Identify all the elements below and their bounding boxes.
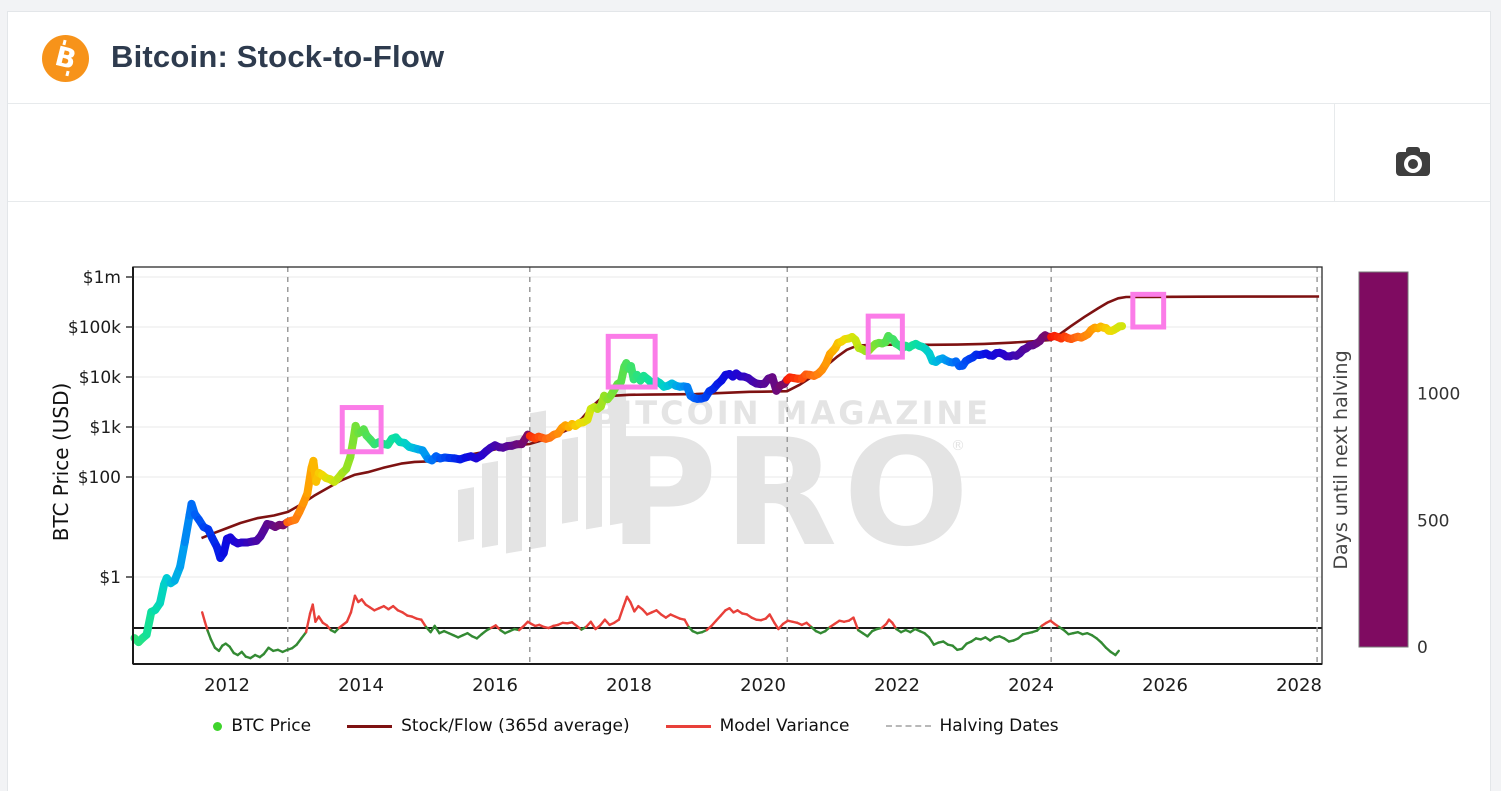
btc-price-dot-marker <box>213 721 223 731</box>
legend-item-halving-dates[interactable]: Halving Dates <box>885 716 1059 736</box>
chart-legend: BTC Price Stock/Flow (365d average) Mode… <box>0 716 1272 736</box>
legend-item-stock-flow[interactable]: Stock/Flow (365d average) <box>347 716 630 736</box>
header: B Bitcoin: Stock-to-Flow <box>8 12 1490 104</box>
camera-icon <box>1396 146 1430 176</box>
halving-dates-dash-marker <box>885 725 931 727</box>
plot-area[interactable] <box>133 267 1322 664</box>
legend-label: BTC Price <box>231 716 312 736</box>
model-variance-line-marker <box>665 724 711 728</box>
bitcoin-b-glyph: B <box>51 40 80 77</box>
legend-label: Stock/Flow (365d average) <box>401 716 630 736</box>
legend-label: Halving Dates <box>939 716 1059 736</box>
stock-flow-line-marker <box>347 724 393 728</box>
toolbar <box>8 104 1490 202</box>
bitcoin-logo-icon: B <box>42 35 89 82</box>
camera-button[interactable] <box>1390 144 1436 182</box>
toolbar-divider <box>1334 104 1335 201</box>
legend-item-btc-price[interactable]: BTC Price <box>213 716 311 736</box>
page-title: Bitcoin: Stock-to-Flow <box>111 39 445 74</box>
legend-item-model-variance[interactable]: Model Variance <box>665 716 850 736</box>
legend-label: Model Variance <box>719 716 850 736</box>
